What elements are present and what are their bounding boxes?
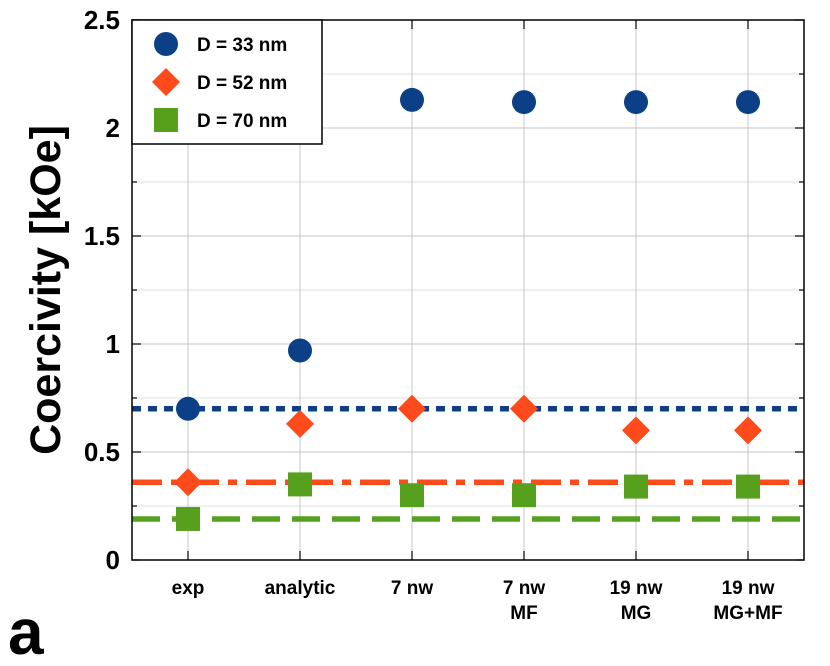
data-point-diamond xyxy=(622,416,650,445)
x-tick-label-line: MG+MF xyxy=(713,603,782,624)
y-tick-label: 0.5 xyxy=(84,437,120,467)
legend-label: D = 33 nm xyxy=(197,35,287,56)
legend-marker-circle xyxy=(154,32,178,56)
legend-label: D = 52 nm xyxy=(197,73,287,94)
y-axis-label: Coercivity [kOe] xyxy=(22,125,70,455)
data-point-square xyxy=(288,472,312,497)
legend-marker-square xyxy=(154,108,178,132)
data-point-circle xyxy=(624,90,648,115)
x-tick-label: 7 nw MF xyxy=(503,578,545,624)
y-tick-label: 1.5 xyxy=(84,221,120,251)
x-tick-label: 19 nw MG xyxy=(610,578,663,624)
data-point-square xyxy=(176,506,200,531)
x-tick-labels: exp analytic 7 nw 7 nw MF 19 nw MG 19 nw MG+MF xyxy=(172,578,783,624)
data-markers xyxy=(174,87,762,531)
x-tick-label: 7 nw xyxy=(391,578,433,599)
legend: D = 33 nm D = 52 nm D = 70 nm xyxy=(131,19,323,145)
data-point-square xyxy=(512,483,536,508)
x-tick-label: 19 nw MG+MF xyxy=(713,578,782,624)
data-point-diamond xyxy=(510,394,538,423)
data-point-circle xyxy=(176,396,200,421)
data-point-square xyxy=(736,474,760,499)
panel-label: a xyxy=(8,596,44,666)
data-point-circle xyxy=(400,87,424,112)
x-tick-label-line: 19 nw xyxy=(610,578,663,599)
data-point-diamond xyxy=(734,416,762,445)
data-point-square xyxy=(624,474,648,499)
x-tick-label-line: analytic xyxy=(265,578,336,599)
x-tick-label-line: MG xyxy=(621,603,652,624)
y-tick-label: 1 xyxy=(106,329,120,359)
x-tick-label-line: 7 nw xyxy=(391,578,433,599)
data-point-diamond xyxy=(398,394,426,423)
x-tick-label-line: 7 nw xyxy=(503,578,545,599)
x-tick-label-line: exp xyxy=(172,578,205,599)
data-point-diamond xyxy=(174,468,202,497)
data-point-circle xyxy=(736,90,760,115)
y-tick-labels: 0 0.5 1 1.5 2 2.5 xyxy=(84,5,120,575)
x-tick-label: exp xyxy=(172,578,205,599)
x-tick-label: analytic xyxy=(265,578,336,599)
data-point-circle xyxy=(288,338,312,363)
data-point-circle xyxy=(512,90,536,115)
legend-label: D = 70 nm xyxy=(197,111,287,132)
x-tick-label-line: 19 nw xyxy=(722,578,775,599)
x-tick-label-line: MF xyxy=(510,603,537,624)
data-point-square xyxy=(400,483,424,508)
data-point-diamond xyxy=(286,409,314,438)
y-tick-label: 2.5 xyxy=(84,5,120,35)
y-tick-label: 0 xyxy=(106,545,120,575)
legend-marker-diamond xyxy=(152,68,180,96)
reference-lines xyxy=(132,406,804,522)
y-tick-label: 2 xyxy=(106,113,120,143)
